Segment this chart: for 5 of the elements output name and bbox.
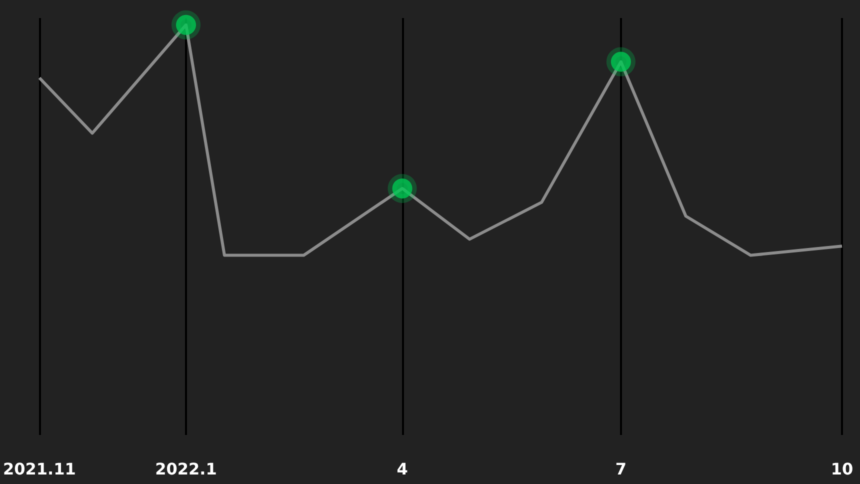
x-tick-label: 7 xyxy=(615,460,627,478)
x-tick-label: 2022.1 xyxy=(155,460,217,478)
x-tick-label: 4 xyxy=(396,460,408,478)
x-tick-label: 2021.11 xyxy=(3,460,76,478)
x-tick-label: 10 xyxy=(830,460,854,478)
